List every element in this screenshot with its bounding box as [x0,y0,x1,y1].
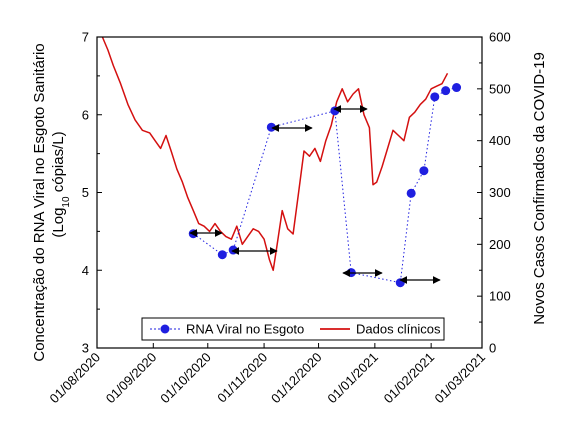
x-tick-label: 01/12/2020 [268,350,325,407]
x-tick-label: 01/09/2020 [103,350,160,407]
series-clinical-line [101,36,449,272]
legend-label-clinical: Dados clínicos [356,322,441,337]
rna-data-point [330,106,340,116]
left-tick-label: 3 [82,341,89,356]
left-tick-label: 4 [82,263,89,278]
rna-data-point [217,250,227,260]
right-tick-label: 400 [489,133,511,148]
left-tick-label: 7 [82,30,89,45]
x-tick-label: 01/01/2021 [324,350,381,407]
annotation-layer [189,105,441,284]
rna-data-point [419,166,429,176]
legend-marker-rna [160,324,170,334]
plot-frame [96,36,483,349]
rna-data-point [430,92,440,102]
rna-data-point [266,122,276,132]
x-tick-label: 01/11/2020 [214,350,270,406]
series-rna-line [193,87,457,284]
right-tick-label: 200 [489,237,511,252]
rna-data-point [188,229,198,239]
rna-data-point [441,86,451,96]
left-axis-title: Concentração do RNA Viral no Esgoto Sani… [31,43,48,361]
x-tick-label: 01/08/2020 [46,350,103,407]
legend: RNA Viral no Esgoto Dados clínicos [141,317,445,341]
right-tick-label: 500 [489,81,511,96]
rna-data-point [228,245,238,255]
right-tick-label: 0 [489,341,496,356]
x-tick-label: 01/03/2021 [431,350,488,407]
x-tick-label: 01/10/2020 [157,350,214,407]
right-axis-title: Novos Casos Confirmados da COVID-19 [531,52,548,325]
left-tick-label: 6 [82,107,89,122]
x-tick-label: 01/02/2021 [381,350,438,407]
left-axis-unit-suffix: cópias/L) [50,131,67,196]
rna-data-point [406,188,416,198]
right-tick-label: 600 [489,30,511,45]
left-axis-unit-prefix: (Log [50,208,67,238]
left-axis-unit-subscript: 10 [61,196,72,208]
tick-layer: 3 4 5 6 7 0 100 200 300 400 500 600 01/08/2020 01/09/… [46,30,510,407]
legend-label-rna: RNA Viral no Esgoto [186,322,304,337]
left-axis-unit: (Log10 cópias/L) [50,131,72,237]
rna-data-point [452,83,462,93]
axes-layer [96,36,483,349]
right-tick-label: 300 [489,185,511,200]
series-layer [101,36,462,288]
right-tick-label: 100 [489,289,511,304]
legend-box [141,317,445,341]
left-tick-label: 5 [82,185,89,200]
